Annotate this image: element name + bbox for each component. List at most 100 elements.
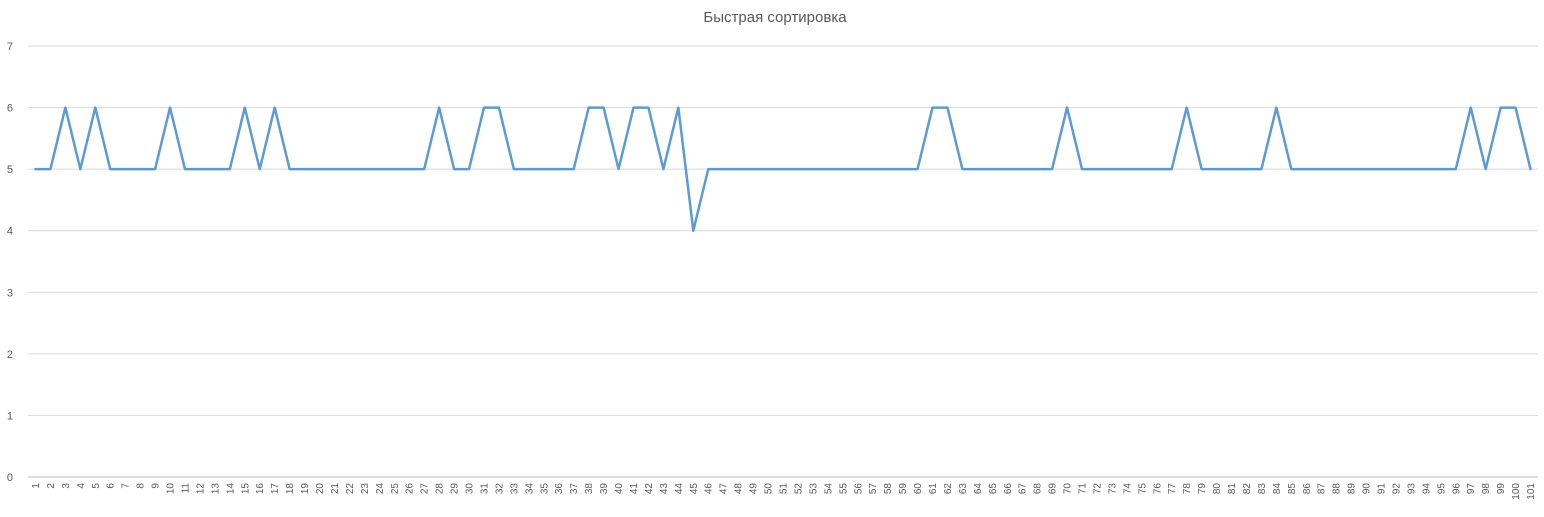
x-tick-label: 77 <box>1167 483 1178 495</box>
x-tick-label: 30 <box>465 483 476 495</box>
chart-title: Быстрая сортировка <box>703 9 847 26</box>
x-tick-label: 32 <box>494 483 505 495</box>
x-tick-label: 5 <box>91 483 102 489</box>
x-tick-label: 47 <box>719 483 730 495</box>
x-tick-label: 61 <box>928 483 939 495</box>
x-tick-label: 10 <box>166 483 177 495</box>
x-tick-label: 3 <box>61 483 72 489</box>
x-tick-label: 4 <box>76 483 87 489</box>
x-tick-label: 40 <box>614 483 625 495</box>
x-tick-label: 67 <box>1018 483 1029 495</box>
x-tick-label: 87 <box>1317 483 1328 495</box>
x-tick-label: 79 <box>1197 483 1208 495</box>
x-tick-label: 36 <box>554 483 565 495</box>
x-tick-label: 86 <box>1302 483 1313 495</box>
x-tick-label: 66 <box>1003 483 1014 495</box>
x-tick-label: 15 <box>240 483 251 495</box>
x-tick-label: 20 <box>315 483 326 495</box>
x-tick-label: 2 <box>46 483 57 489</box>
series-line <box>34 106 1532 232</box>
x-tick-label: 89 <box>1347 483 1358 495</box>
x-tick-label: 60 <box>913 483 924 495</box>
x-tick-label: 82 <box>1242 483 1253 495</box>
x-tick-label: 100 <box>1511 483 1522 500</box>
x-tick-label: 1 <box>31 483 42 489</box>
x-tick-label: 34 <box>524 483 535 495</box>
x-tick-label: 72 <box>1092 483 1103 495</box>
x-tick-label: 24 <box>375 483 386 495</box>
x-tick-label: 13 <box>210 483 221 495</box>
x-tick-label: 6 <box>106 483 117 489</box>
x-tick-label: 70 <box>1063 483 1074 495</box>
x-tick-label: 35 <box>539 483 550 495</box>
x-tick-label: 59 <box>898 483 909 495</box>
x-tick-label: 33 <box>509 483 520 495</box>
x-tick-label: 45 <box>689 483 700 495</box>
y-tick-label: 4 <box>7 226 13 238</box>
x-tick-label: 25 <box>390 483 401 495</box>
x-tick-label: 71 <box>1078 483 1089 495</box>
x-tick-label: 75 <box>1137 483 1148 495</box>
x-tick-label: 56 <box>853 483 864 495</box>
x-tick-label: 91 <box>1377 483 1388 495</box>
x-tick-label: 74 <box>1122 483 1133 495</box>
x-tick-label: 73 <box>1107 483 1118 495</box>
x-tick-label: 81 <box>1227 483 1238 495</box>
x-tick-label: 46 <box>704 483 715 495</box>
x-tick-label: 18 <box>285 483 296 495</box>
x-tick-label: 99 <box>1496 483 1507 495</box>
x-tick-label: 17 <box>270 483 281 495</box>
x-tick-label: 38 <box>584 483 595 495</box>
x-tick-label: 42 <box>644 483 655 495</box>
x-tick-label: 78 <box>1182 483 1193 495</box>
x-tick-label: 63 <box>958 483 969 495</box>
x-tick-label: 97 <box>1466 483 1477 495</box>
y-axis-ticks: 0 1 2 3 4 5 6 7 <box>7 41 13 484</box>
x-tick-label: 51 <box>779 483 790 495</box>
y-tick-label: 3 <box>7 287 13 299</box>
x-tick-label: 41 <box>629 483 640 495</box>
x-tick-label: 65 <box>988 483 999 495</box>
x-tick-label: 69 <box>1048 483 1059 495</box>
x-tick-label: 76 <box>1152 483 1163 495</box>
x-tick-label: 92 <box>1391 483 1402 495</box>
x-tick-label: 90 <box>1362 483 1373 495</box>
y-tick-label: 5 <box>7 164 13 176</box>
x-axis-ticks: 1 2 3 4 5 6 7 8 9 10 11 12 13 14 15 16 17 18 19 20 21 22 23 24 2… <box>31 483 1537 500</box>
x-tick-label: 96 <box>1451 483 1462 495</box>
x-tick-label: 39 <box>599 483 610 495</box>
y-tick-label: 2 <box>7 349 13 361</box>
x-tick-label: 19 <box>300 483 311 495</box>
x-tick-label: 12 <box>195 483 206 495</box>
x-tick-label: 44 <box>674 483 685 495</box>
x-tick-label: 54 <box>823 483 834 495</box>
x-tick-label: 31 <box>479 483 490 495</box>
x-tick-label: 21 <box>330 483 341 495</box>
gridlines <box>28 45 1538 416</box>
x-tick-label: 95 <box>1436 483 1447 495</box>
x-tick-label: 28 <box>435 483 446 495</box>
x-tick-label: 11 <box>180 483 191 494</box>
x-tick-label: 68 <box>1033 483 1044 495</box>
y-tick-label: 0 <box>7 472 13 484</box>
x-tick-label: 83 <box>1257 483 1268 495</box>
x-tick-label: 58 <box>883 483 894 495</box>
x-tick-label: 55 <box>838 483 849 495</box>
x-tick-label: 84 <box>1272 483 1283 495</box>
x-tick-label: 52 <box>793 483 804 495</box>
x-tick-label: 23 <box>360 483 371 495</box>
x-tick-label: 29 <box>450 483 461 495</box>
x-tick-label: 80 <box>1212 483 1223 495</box>
x-tick-label: 7 <box>121 483 132 489</box>
x-tick-label: 64 <box>973 483 984 495</box>
x-tick-label: 14 <box>225 483 236 495</box>
x-tick-label: 101 <box>1526 483 1537 500</box>
x-tick-label: 9 <box>151 483 162 489</box>
x-tick-label: 57 <box>868 483 879 495</box>
x-tick-label: 88 <box>1332 483 1343 495</box>
x-tick-label: 98 <box>1481 483 1492 495</box>
x-tick-label: 22 <box>345 483 356 495</box>
x-tick-label: 48 <box>734 483 745 495</box>
